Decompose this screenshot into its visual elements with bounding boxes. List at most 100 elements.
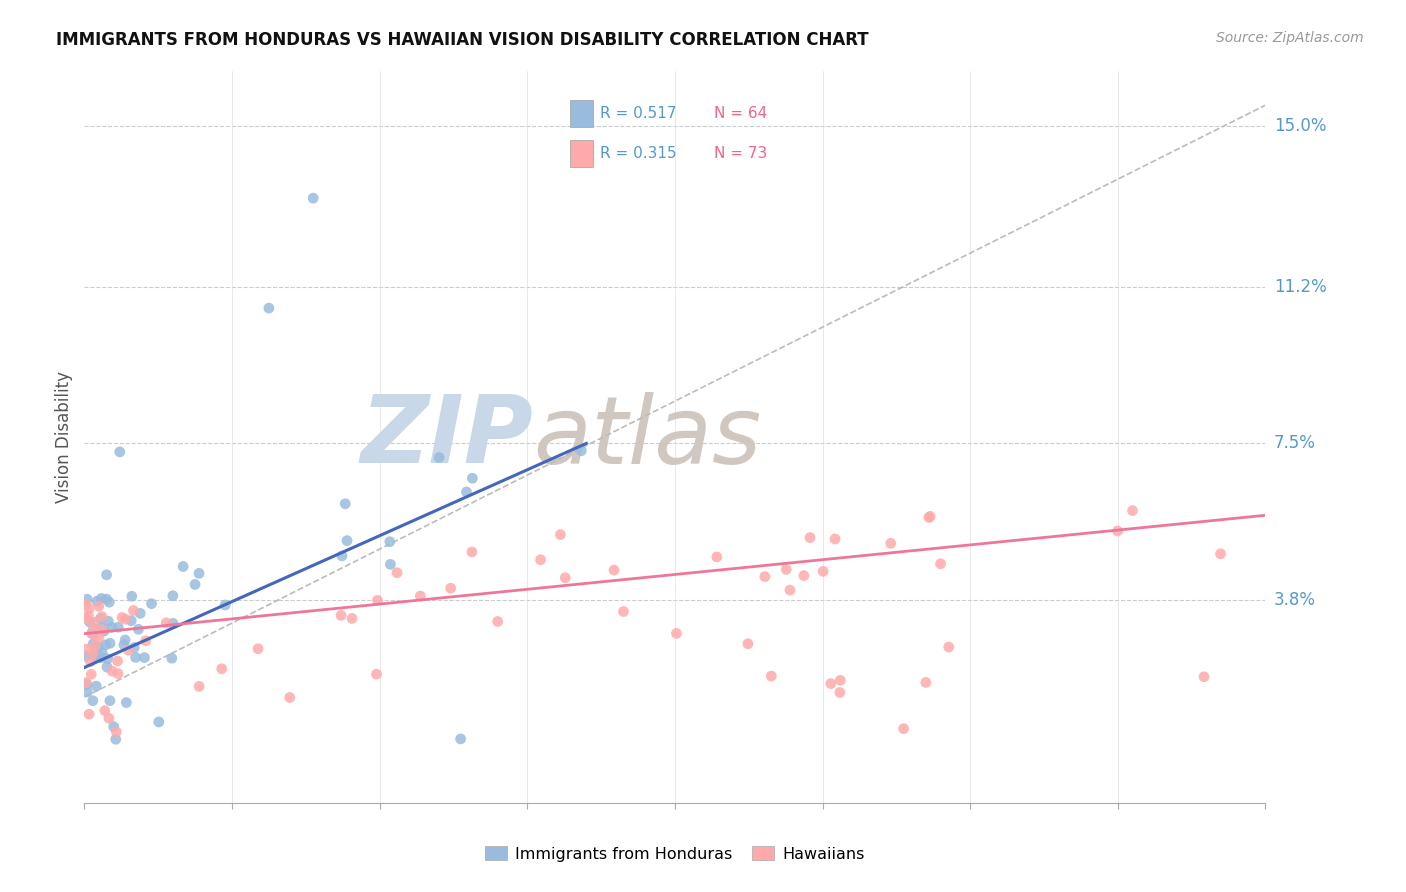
Point [98, 636, 121, 650]
Point [76, 677, 98, 691]
Point [820, 676, 842, 690]
Point [257, 301, 280, 315]
Point [108, 445, 131, 459]
Point [461, 471, 484, 485]
Point [737, 637, 759, 651]
Point [129, 607, 152, 621]
Point [91, 623, 114, 637]
Point [761, 669, 783, 683]
Point [427, 450, 450, 465]
Point [87, 599, 110, 614]
Point [97, 652, 120, 666]
Point [80, 626, 103, 640]
Text: R = 0.517: R = 0.517 [600, 106, 676, 121]
Point [90, 621, 112, 635]
Text: R = 0.315: R = 0.315 [600, 146, 676, 161]
Point [75, 649, 97, 664]
Point [450, 731, 472, 746]
Text: 3.8%: 3.8% [1274, 591, 1316, 609]
Point [111, 610, 134, 624]
Point [104, 732, 127, 747]
Point [184, 577, 207, 591]
Point [486, 615, 509, 629]
Point [938, 640, 960, 654]
Point [90, 591, 112, 606]
Point [461, 545, 484, 559]
Point [918, 510, 941, 524]
Point [82, 637, 104, 651]
Point [456, 485, 478, 500]
Point [340, 611, 363, 625]
Point [101, 664, 124, 678]
Point [75, 612, 97, 626]
Point [1122, 503, 1144, 517]
Text: atlas: atlas [533, 392, 762, 483]
Point [1192, 670, 1215, 684]
Point [84, 639, 107, 653]
Point [172, 559, 194, 574]
Point [554, 571, 576, 585]
Point [93, 704, 115, 718]
Text: Source: ZipAtlas.com: Source: ZipAtlas.com [1216, 31, 1364, 45]
Point [103, 720, 125, 734]
Point [87, 640, 110, 655]
Point [97, 614, 120, 628]
Text: 15.0%: 15.0% [1274, 118, 1326, 136]
Text: N = 73: N = 73 [714, 146, 768, 161]
Point [409, 589, 432, 603]
Point [75, 675, 97, 690]
Point [824, 532, 846, 546]
Point [121, 589, 143, 603]
Point [96, 592, 118, 607]
Text: ZIP: ZIP [360, 391, 533, 483]
Point [77, 601, 100, 615]
Point [302, 191, 325, 205]
Point [920, 509, 942, 524]
Point [79, 655, 101, 669]
Point [893, 722, 915, 736]
Point [148, 714, 170, 729]
Point [77, 707, 100, 722]
Point [107, 620, 129, 634]
Point [162, 589, 184, 603]
Point [83, 628, 105, 642]
Point [530, 553, 553, 567]
Point [779, 583, 801, 598]
Point [799, 531, 821, 545]
Point [89, 611, 111, 625]
Point [98, 595, 121, 609]
Point [828, 685, 851, 699]
Point [100, 620, 122, 634]
Text: N = 64: N = 64 [714, 106, 768, 121]
Point [385, 566, 408, 580]
Point [114, 612, 136, 626]
Point [120, 614, 142, 628]
Point [811, 565, 834, 579]
Point [115, 696, 138, 710]
Point [91, 609, 114, 624]
Point [82, 694, 104, 708]
Point [86, 594, 108, 608]
Point [160, 651, 183, 665]
Point [211, 662, 233, 676]
Point [82, 622, 104, 636]
Legend: Immigrants from Honduras, Hawaiians: Immigrants from Honduras, Hawaiians [479, 840, 870, 868]
Point [366, 593, 388, 607]
Point [214, 598, 236, 612]
Point [378, 534, 401, 549]
Point [880, 536, 903, 550]
Point [82, 646, 104, 660]
Point [550, 527, 572, 541]
Point [155, 615, 177, 630]
Point [96, 567, 118, 582]
Point [830, 673, 852, 688]
Point [127, 622, 149, 636]
Point [665, 626, 688, 640]
Point [278, 690, 301, 705]
Point [91, 645, 114, 659]
Point [380, 558, 402, 572]
Point [793, 568, 815, 582]
Point [247, 641, 270, 656]
Point [105, 724, 128, 739]
Point [84, 650, 107, 665]
